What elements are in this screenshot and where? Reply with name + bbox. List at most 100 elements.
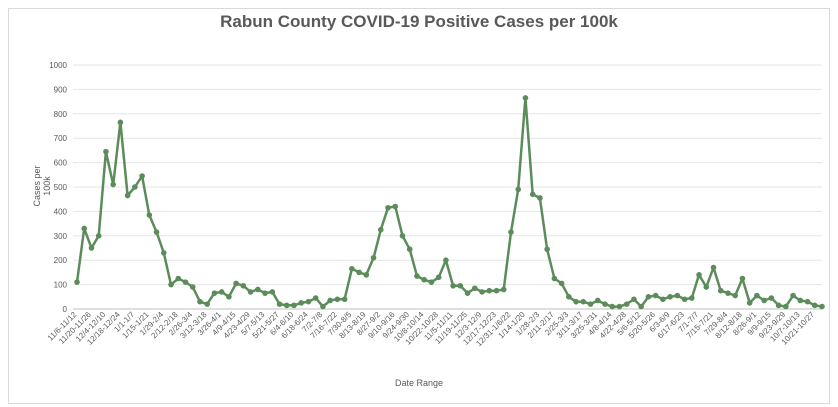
data-point	[746, 300, 753, 306]
data-point	[790, 292, 796, 299]
data-point	[674, 292, 681, 299]
data-point	[276, 301, 283, 307]
data-point	[392, 203, 399, 210]
data-point	[573, 298, 579, 305]
data-point	[146, 212, 153, 218]
data-point	[652, 292, 659, 299]
y-tick-labels: 0 100 200 300 400 500 600 700 800 900 1000	[49, 61, 67, 314]
data-point	[544, 246, 550, 253]
data-point	[450, 283, 456, 289]
data-point	[262, 290, 268, 296]
data-points	[74, 95, 825, 310]
data-point	[226, 294, 232, 300]
y-tick-label: 100	[54, 281, 68, 290]
data-point	[587, 301, 594, 307]
data-point	[139, 173, 145, 179]
data-point	[522, 95, 529, 101]
data-point	[132, 184, 138, 190]
data-point	[775, 302, 782, 309]
data-point	[327, 297, 333, 304]
x-axis-label: Date Range	[394, 378, 444, 388]
data-point	[182, 279, 189, 285]
data-point	[689, 295, 695, 301]
data-point	[233, 280, 239, 287]
data-point	[529, 191, 536, 198]
data-point	[580, 298, 587, 305]
data-point	[247, 289, 254, 295]
data-point	[457, 283, 464, 289]
y-tick-label: 800	[54, 110, 68, 119]
data-point	[500, 286, 507, 293]
data-point	[269, 289, 276, 295]
data-point	[218, 289, 225, 295]
data-point	[464, 290, 471, 296]
data-point	[768, 295, 775, 301]
data-point	[363, 272, 370, 278]
data-point	[240, 283, 247, 289]
data-point	[739, 275, 746, 282]
data-point	[175, 275, 182, 282]
data-point	[486, 287, 493, 294]
series-line	[75, 96, 823, 308]
data-point	[95, 233, 102, 239]
y-tick-label: 1000	[49, 61, 67, 70]
data-point	[515, 186, 522, 193]
data-point	[291, 302, 297, 309]
data-point	[811, 302, 818, 309]
data-point	[74, 279, 80, 285]
data-point	[783, 303, 789, 310]
data-point	[645, 294, 652, 300]
data-point	[623, 301, 630, 307]
data-point	[312, 295, 319, 301]
data-point	[160, 250, 167, 256]
data-point	[117, 119, 124, 126]
data-point	[356, 269, 362, 276]
data-point	[255, 286, 261, 293]
data-point	[566, 294, 572, 300]
data-point	[88, 245, 95, 251]
data-point	[551, 275, 558, 282]
data-point	[508, 229, 514, 235]
data-point	[479, 289, 485, 295]
data-point	[435, 274, 442, 281]
data-point	[819, 303, 825, 310]
data-point	[443, 257, 449, 264]
data-point	[725, 290, 731, 296]
y-tick-label: 900	[54, 85, 68, 94]
data-point	[493, 287, 500, 294]
data-point	[377, 226, 384, 233]
data-point	[594, 297, 601, 304]
x-tick-labels: 11/6-11/1211/20-11/2612/4-12/1012/18-12/…	[46, 310, 817, 349]
data-point	[197, 298, 203, 305]
data-point	[298, 300, 305, 306]
y-tick-label: 200	[54, 256, 68, 265]
data-point	[153, 229, 160, 235]
data-point	[638, 303, 644, 310]
data-point	[168, 281, 174, 288]
data-point	[616, 303, 623, 310]
data-point	[696, 272, 702, 278]
data-point	[81, 225, 88, 232]
data-point	[414, 273, 420, 279]
data-point	[797, 297, 804, 304]
data-point	[406, 246, 413, 253]
data-point	[428, 279, 435, 285]
data-point	[761, 297, 767, 304]
data-point	[341, 296, 348, 303]
data-point	[211, 290, 218, 296]
data-point	[385, 204, 391, 211]
data-point	[732, 292, 739, 299]
data-point	[399, 233, 406, 239]
data-point	[681, 296, 688, 303]
y-tick-label: 500	[54, 183, 68, 192]
y-tick-label: 300	[54, 232, 68, 241]
data-point	[283, 302, 290, 309]
data-point	[305, 298, 312, 305]
data-point	[754, 292, 760, 299]
chart-frame	[8, 8, 830, 404]
data-point	[349, 265, 355, 272]
data-point	[667, 294, 673, 300]
data-point	[804, 298, 811, 305]
data-point	[370, 254, 377, 261]
